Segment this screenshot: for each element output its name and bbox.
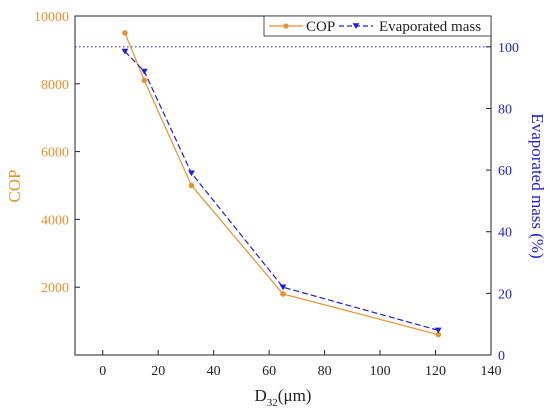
data-point-evaporated-mass <box>140 68 148 75</box>
legend-label-cop: COP <box>306 19 335 35</box>
bottom-tick-label: 120 <box>425 364 446 379</box>
right-tick-label: 20 <box>498 287 512 302</box>
series-line-cop <box>124 32 439 336</box>
x-axis-title-prefix: D <box>255 386 267 405</box>
left-tick-label: 4000 <box>41 213 69 228</box>
right-tick-label: 80 <box>498 102 512 117</box>
x-axis-title: D32(μm) <box>255 386 312 409</box>
bottom-tick-label: 20 <box>151 364 165 379</box>
plot-frame <box>74 15 492 356</box>
series-line-evaporated-mass <box>124 51 439 331</box>
left-tick-label: 8000 <box>41 78 69 93</box>
legend-marker-cop <box>283 23 289 29</box>
data-point-evaporated-mass <box>121 48 129 55</box>
right-axis-title: Evaporated mass (%) <box>528 113 547 258</box>
right-axis-ticks: 0 20 40 60 80 100 <box>486 41 519 364</box>
legend: COP Evaporated mass <box>263 15 492 37</box>
legend-marker-evaporated-mass <box>352 23 360 30</box>
data-point-cop <box>122 30 128 36</box>
bottom-tick-label: 100 <box>370 364 391 379</box>
right-tick-label: 60 <box>498 164 512 179</box>
data-point-evaporated-mass <box>279 284 287 291</box>
left-tick-label: 2000 <box>41 281 69 296</box>
right-tick-label: 40 <box>498 226 512 241</box>
left-tick-label: 10000 <box>34 10 69 25</box>
series-layer <box>121 30 442 338</box>
bottom-tick-label: 80 <box>318 364 332 379</box>
data-point-cop <box>141 77 148 84</box>
left-tick-label: 6000 <box>41 146 69 161</box>
legend-label-evaporated-mass: Evaporated mass <box>379 19 481 35</box>
data-point-evaporated-mass <box>188 170 195 177</box>
bottom-tick-label: 40 <box>207 364 221 379</box>
bottom-axis-ticks: 0 20 40 60 80 100 120 140 <box>99 350 502 379</box>
data-point-cop <box>435 331 442 338</box>
left-axis-ticks: 2000 4000 6000 8000 10000 <box>34 10 80 296</box>
right-tick-label: 100 <box>498 41 519 56</box>
left-axis-title: COP <box>5 169 24 202</box>
x-axis-title-subscript: 32 <box>267 397 278 409</box>
legend-box <box>263 15 492 37</box>
right-tick-label: 0 <box>498 349 505 364</box>
data-point-evaporated-mass <box>434 327 442 334</box>
data-point-cop <box>188 182 195 189</box>
bottom-tick-label: 60 <box>262 364 276 379</box>
bottom-tick-label: 140 <box>481 364 502 379</box>
data-point-cop <box>280 291 286 297</box>
bottom-tick-label: 0 <box>99 364 106 379</box>
x-axis-title-suffix: (μm) <box>278 386 312 405</box>
